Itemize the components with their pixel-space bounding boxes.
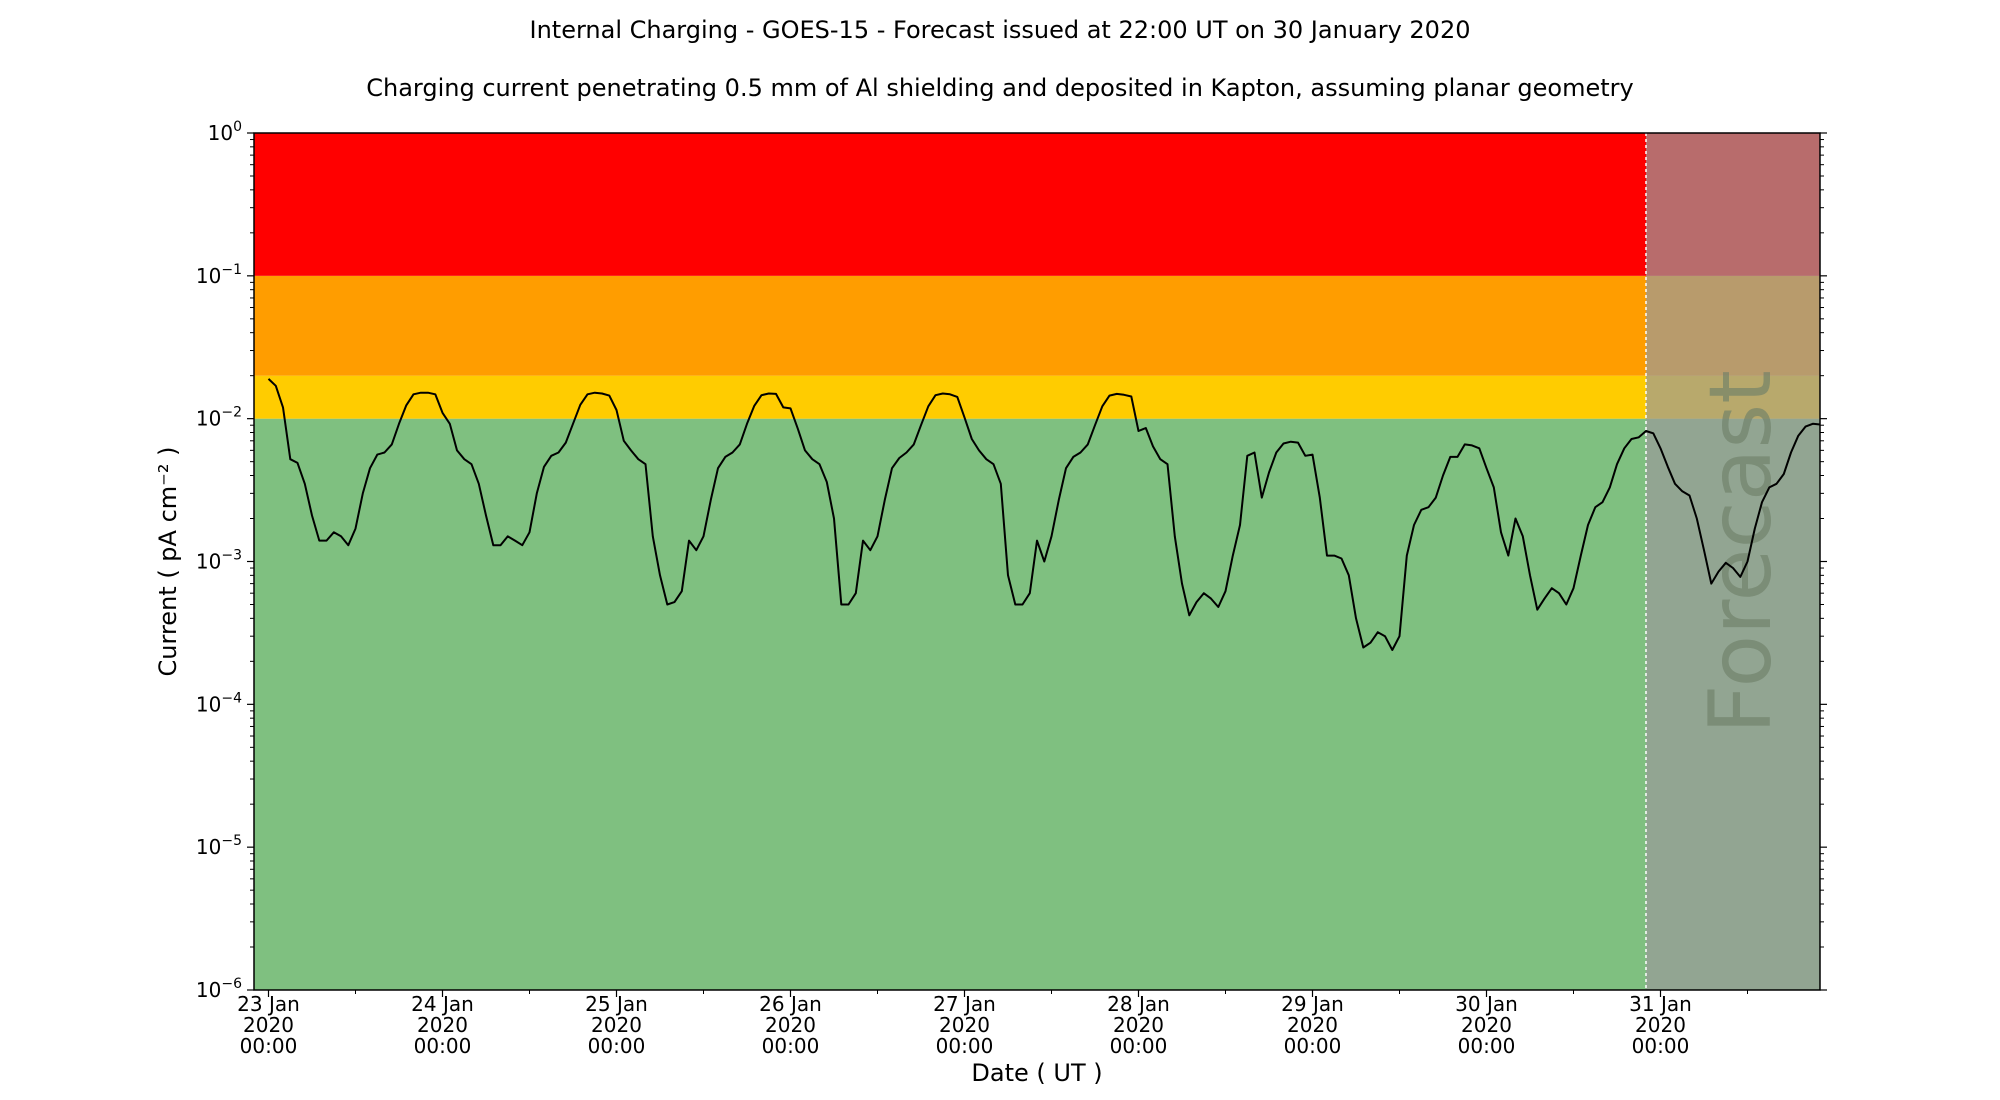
- x-tick-label: 00:00: [1632, 1034, 1690, 1058]
- x-tick-label: 31 Jan: [1629, 992, 1692, 1016]
- y-tick-label: 10−5: [196, 833, 242, 859]
- x-tick-label: 00:00: [1458, 1034, 1516, 1058]
- y-tick-label: 10−3: [196, 548, 242, 574]
- x-tick-label: 2020: [939, 1013, 990, 1037]
- x-axis-label: Date ( UT ): [971, 1059, 1102, 1087]
- x-tick-label: 2020: [1461, 1013, 1512, 1037]
- x-tick-label: 2020: [591, 1013, 642, 1037]
- x-tick-label: 25 Jan: [585, 992, 648, 1016]
- y-axis-label: Current ( pA cm⁻² ): [154, 447, 182, 677]
- x-tick-label: 00:00: [936, 1034, 994, 1058]
- x-tick-label: 23 Jan: [237, 992, 300, 1016]
- x-tick-label: 2020: [417, 1013, 468, 1037]
- x-tick-label: 29 Jan: [1281, 992, 1344, 1016]
- x-tick-label: 2020: [1635, 1013, 1686, 1037]
- x-tick-label: 2020: [1287, 1013, 1338, 1037]
- x-tick-label: 00:00: [588, 1034, 646, 1058]
- chart-title: Internal Charging - GOES-15 - Forecast i…: [529, 16, 1471, 44]
- y-tick-label: 10−1: [196, 262, 242, 288]
- y-tick-label: 10−4: [196, 690, 242, 716]
- y-tick-label: 10−2: [196, 405, 242, 431]
- x-tick-label: 00:00: [1284, 1034, 1342, 1058]
- band-0: [254, 418, 1820, 991]
- y-tick-label: 100: [208, 119, 242, 145]
- band-1: [254, 375, 1820, 419]
- forecast-region: [1646, 133, 1820, 990]
- x-tick-label: 2020: [243, 1013, 294, 1037]
- y-tick-label: 10−6: [196, 976, 242, 1002]
- x-tick-label: 2020: [765, 1013, 816, 1037]
- x-tick-label: 28 Jan: [1107, 992, 1170, 1016]
- band-2: [254, 275, 1820, 376]
- x-tick-label: 30 Jan: [1455, 992, 1518, 1016]
- band-3: [254, 133, 1820, 276]
- series-line-current: [267, 378, 1821, 651]
- x-tick-label: 00:00: [240, 1034, 298, 1058]
- x-tick-label: 2020: [1113, 1013, 1164, 1037]
- x-tick-label: 24 Jan: [411, 992, 474, 1016]
- x-tick-label: 00:00: [414, 1034, 472, 1058]
- x-tick-label: 26 Jan: [759, 992, 822, 1016]
- chart-subtitle: Charging current penetrating 0.5 mm of A…: [366, 74, 1634, 102]
- x-tick-label: 00:00: [762, 1034, 820, 1058]
- alert-level-bands: [254, 133, 1820, 991]
- x-tick-label: 27 Jan: [933, 992, 996, 1016]
- forecast-label: Forecast: [1691, 370, 1791, 734]
- x-tick-label: 00:00: [1110, 1034, 1168, 1058]
